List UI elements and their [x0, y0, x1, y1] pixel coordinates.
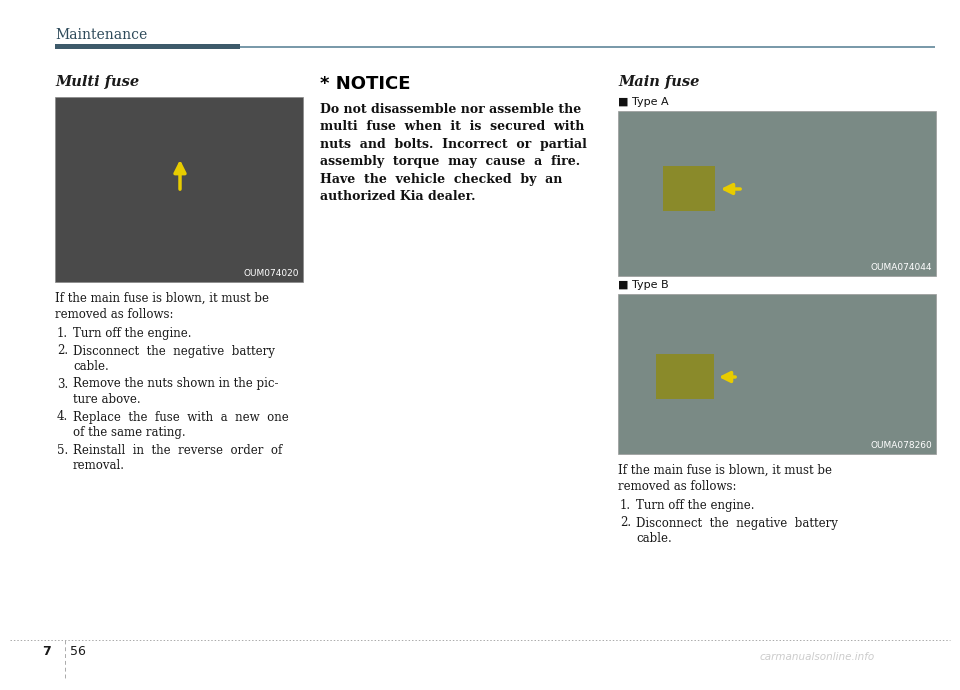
Text: removed as follows:: removed as follows:: [55, 308, 174, 320]
Text: 1.: 1.: [620, 499, 631, 512]
Text: Have  the  vehicle  checked  by  an: Have the vehicle checked by an: [320, 173, 563, 186]
Text: If the main fuse is blown, it must be: If the main fuse is blown, it must be: [618, 464, 832, 477]
Text: 4.: 4.: [57, 411, 68, 424]
Text: Turn off the engine.: Turn off the engine.: [636, 499, 755, 512]
Bar: [55, 97, 303, 282]
Text: assembly  torque  may  cause  a  fire.: assembly torque may cause a fire.: [320, 155, 580, 168]
Text: 2.: 2.: [620, 517, 631, 529]
Text: Replace  the  fuse  with  a  new  one: Replace the fuse with a new one: [73, 411, 289, 424]
Text: 7: 7: [42, 645, 51, 658]
Text: Turn off the engine.: Turn off the engine.: [73, 327, 191, 340]
Text: OUMA074044: OUMA074044: [871, 263, 932, 272]
Text: nuts  and  bolts.  Incorrect  or  partial: nuts and bolts. Incorrect or partial: [320, 138, 587, 151]
Text: 5.: 5.: [57, 444, 68, 457]
Text: OUM074020: OUM074020: [244, 269, 299, 278]
Bar: [55, 44, 240, 49]
Bar: [663, 166, 715, 211]
Text: 1.: 1.: [57, 327, 68, 340]
Text: 56: 56: [70, 645, 85, 658]
Bar: [618, 111, 936, 276]
Text: OUMA078260: OUMA078260: [871, 441, 932, 450]
Text: Maintenance: Maintenance: [55, 28, 147, 42]
Text: ■ Type A: ■ Type A: [618, 97, 668, 107]
Text: cable.: cable.: [636, 532, 672, 545]
Text: removed as follows:: removed as follows:: [618, 480, 736, 493]
Text: Disconnect  the  negative  battery: Disconnect the negative battery: [73, 344, 275, 357]
Text: Reinstall  in  the  reverse  order  of: Reinstall in the reverse order of: [73, 444, 282, 457]
Text: 3.: 3.: [57, 377, 68, 391]
Text: * NOTICE: * NOTICE: [320, 75, 411, 93]
Bar: [656, 354, 714, 399]
Text: 2.: 2.: [57, 344, 68, 357]
Bar: [618, 294, 936, 454]
Text: Multi fuse: Multi fuse: [55, 75, 139, 89]
Text: Disconnect  the  negative  battery: Disconnect the negative battery: [636, 517, 838, 529]
Text: Main fuse: Main fuse: [618, 75, 700, 89]
Text: ture above.: ture above.: [73, 393, 140, 406]
Text: cable.: cable.: [73, 360, 108, 373]
Text: Remove the nuts shown in the pic-: Remove the nuts shown in the pic-: [73, 377, 278, 391]
Text: ■ Type B: ■ Type B: [618, 280, 668, 290]
Text: authorized Kia dealer.: authorized Kia dealer.: [320, 190, 475, 204]
Text: carmanualsonline.info: carmanualsonline.info: [760, 652, 876, 662]
Text: If the main fuse is blown, it must be: If the main fuse is blown, it must be: [55, 292, 269, 305]
Text: of the same rating.: of the same rating.: [73, 426, 185, 439]
Bar: [240, 46, 935, 48]
Text: Do not disassemble nor assemble the: Do not disassemble nor assemble the: [320, 103, 581, 116]
Text: multi  fuse  when  it  is  secured  with: multi fuse when it is secured with: [320, 121, 585, 133]
Text: removal.: removal.: [73, 459, 125, 472]
